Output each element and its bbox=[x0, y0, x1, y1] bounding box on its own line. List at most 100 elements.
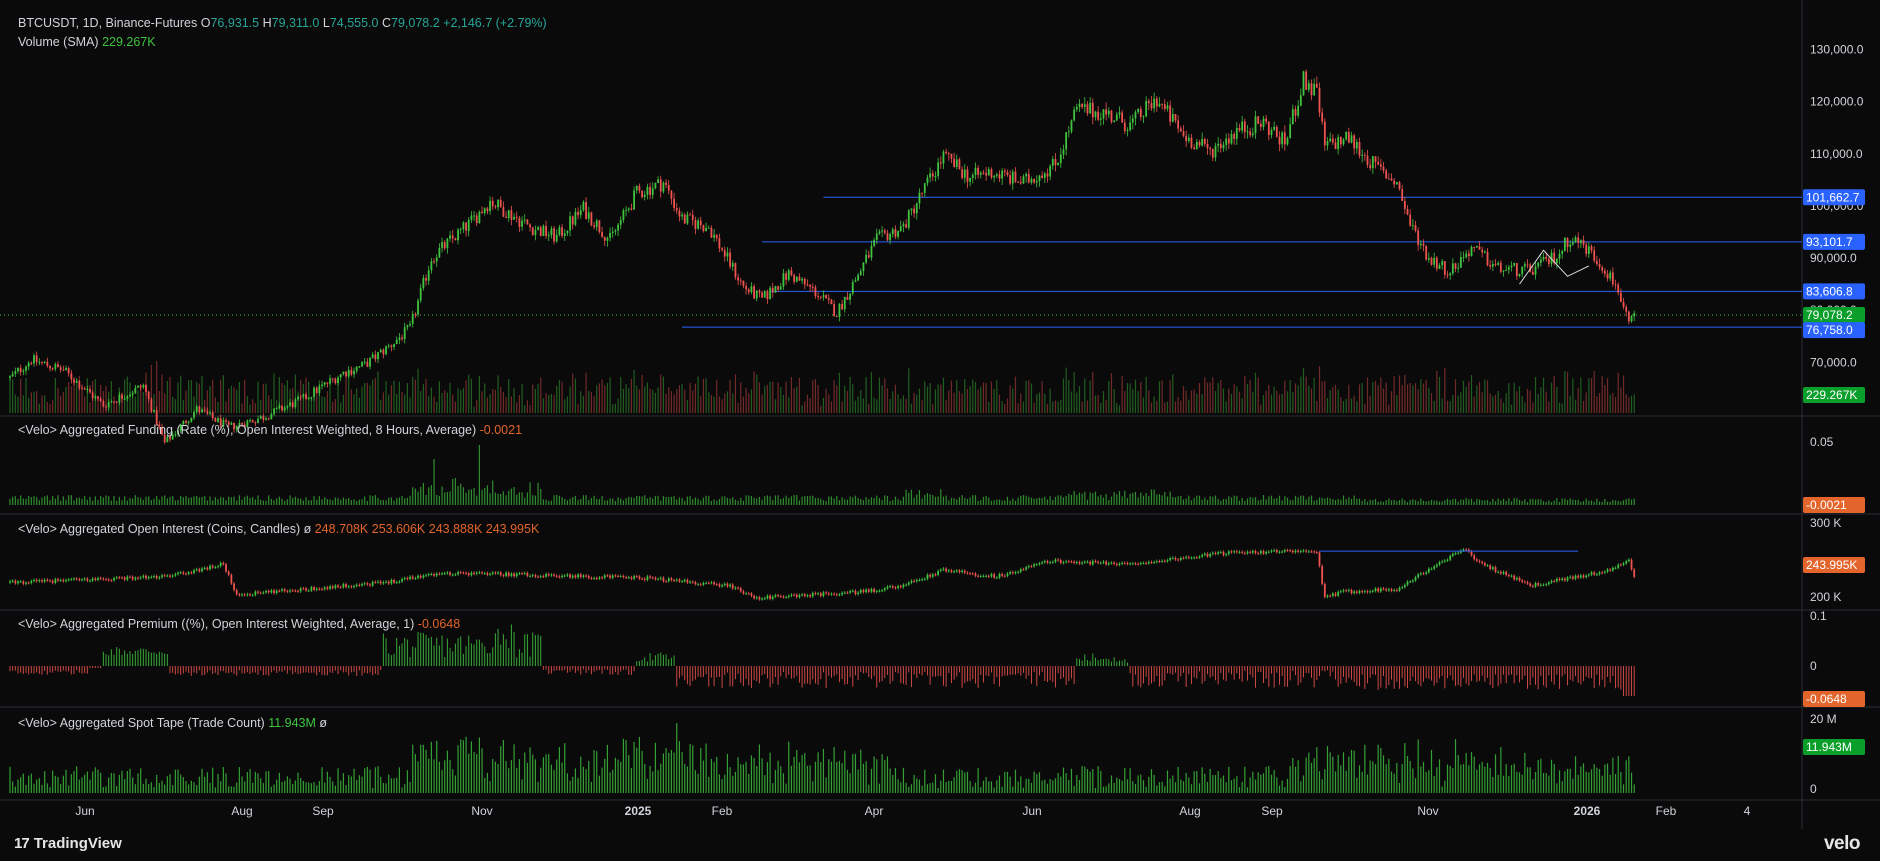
premium-bar bbox=[1260, 666, 1262, 672]
candle-body bbox=[865, 254, 868, 263]
oi-candle bbox=[99, 578, 102, 580]
candle-body bbox=[659, 179, 662, 192]
funding-bar bbox=[494, 492, 496, 505]
funding-bar bbox=[846, 499, 849, 505]
premium-bar bbox=[820, 666, 822, 680]
funding-bar bbox=[604, 500, 606, 505]
spot-bar bbox=[1198, 783, 1201, 793]
spot-bar bbox=[1300, 781, 1302, 793]
funding-bar bbox=[1156, 494, 1158, 505]
premium-bar bbox=[1420, 666, 1422, 687]
time-tick-label: Nov bbox=[471, 804, 492, 818]
funding-bar bbox=[1334, 499, 1337, 505]
spot-bar bbox=[812, 781, 814, 793]
candle-body bbox=[1217, 143, 1220, 146]
premium-bar bbox=[180, 666, 182, 675]
spot-bar bbox=[550, 764, 553, 793]
premium-bar bbox=[182, 666, 184, 674]
premium-bar bbox=[1089, 661, 1091, 666]
oi-open: 248.708K bbox=[314, 522, 369, 536]
premium-bar bbox=[1054, 666, 1056, 688]
volume-bar bbox=[510, 396, 512, 413]
candle-body bbox=[862, 262, 865, 272]
spot-bar bbox=[710, 758, 713, 793]
candle-body bbox=[331, 378, 334, 380]
funding-bar bbox=[364, 496, 366, 505]
oi-candle bbox=[19, 581, 22, 583]
velo-logo: velo bbox=[1823, 833, 1861, 854]
funding-bar bbox=[430, 485, 432, 505]
premium-bar bbox=[926, 666, 928, 676]
spot-bar bbox=[1316, 747, 1318, 793]
volume-bar bbox=[836, 385, 838, 413]
candle-body bbox=[785, 273, 787, 280]
premium-bar bbox=[1380, 666, 1382, 688]
candle-body bbox=[1401, 189, 1404, 201]
oi-candle bbox=[1329, 595, 1332, 597]
premium-bar bbox=[761, 666, 763, 676]
volume-bar bbox=[308, 381, 310, 413]
volume-bar bbox=[126, 376, 128, 413]
premium-bar bbox=[1214, 666, 1216, 681]
funding-bar bbox=[1550, 502, 1553, 505]
candle-body bbox=[126, 396, 129, 399]
premium-bar bbox=[484, 646, 486, 666]
spot-bar bbox=[841, 763, 843, 793]
funding-bar bbox=[1041, 498, 1043, 505]
volume-bar bbox=[684, 389, 686, 413]
spot-bar bbox=[1190, 784, 1193, 793]
volume-bar bbox=[1190, 390, 1193, 413]
volume-bar bbox=[1292, 391, 1294, 413]
premium-bar bbox=[97, 666, 99, 668]
premium-bar bbox=[185, 666, 187, 672]
funding-bar bbox=[198, 497, 200, 505]
oi-candle bbox=[190, 572, 193, 574]
oi-candle bbox=[1089, 561, 1092, 565]
candle-body bbox=[361, 362, 363, 367]
tradingview-brand[interactable]: 17 TradingView bbox=[14, 835, 122, 852]
spot-bar bbox=[814, 761, 817, 793]
oi-candle bbox=[579, 574, 582, 578]
spot-bar bbox=[1105, 786, 1107, 793]
spot-bar bbox=[185, 781, 187, 793]
volume-bar bbox=[100, 384, 102, 413]
premium-bar bbox=[1009, 666, 1011, 675]
zigzag-annotation bbox=[1519, 249, 1590, 285]
candle-body bbox=[1075, 107, 1078, 110]
premium-bar bbox=[1415, 666, 1417, 682]
premium-bar bbox=[1444, 666, 1446, 689]
candle-body bbox=[1457, 267, 1460, 269]
spot-bar bbox=[652, 771, 654, 793]
premium-bar bbox=[1599, 666, 1601, 686]
volume-bar bbox=[529, 404, 531, 413]
premium-bar bbox=[633, 666, 635, 672]
volume-bar bbox=[782, 394, 785, 413]
spot-bar bbox=[305, 782, 307, 793]
candle-body bbox=[859, 271, 862, 275]
premium-bar bbox=[297, 666, 299, 675]
spot-bar bbox=[54, 775, 56, 793]
spot-bar bbox=[668, 752, 670, 793]
volume-bar bbox=[537, 384, 539, 413]
spot-bar bbox=[388, 774, 390, 793]
candle-body bbox=[217, 418, 219, 422]
candle-body bbox=[529, 224, 531, 228]
funding-bar bbox=[265, 500, 267, 505]
spot-bar bbox=[1614, 774, 1617, 793]
spot-bar bbox=[681, 752, 683, 793]
spot-bar bbox=[396, 777, 398, 793]
oi-candle bbox=[171, 575, 174, 577]
candle-body bbox=[235, 425, 238, 430]
spot-bar bbox=[222, 767, 224, 793]
volume-bar bbox=[1353, 395, 1355, 413]
volume-bar bbox=[982, 382, 985, 413]
oi-candle bbox=[1523, 581, 1526, 583]
funding-bar bbox=[1166, 496, 1169, 505]
premium-bar bbox=[657, 653, 659, 666]
volume-bar bbox=[988, 402, 990, 413]
oi-candle bbox=[827, 593, 830, 595]
funding-bar bbox=[1046, 499, 1049, 505]
funding-bar bbox=[172, 495, 174, 505]
volume-bar bbox=[950, 380, 953, 413]
